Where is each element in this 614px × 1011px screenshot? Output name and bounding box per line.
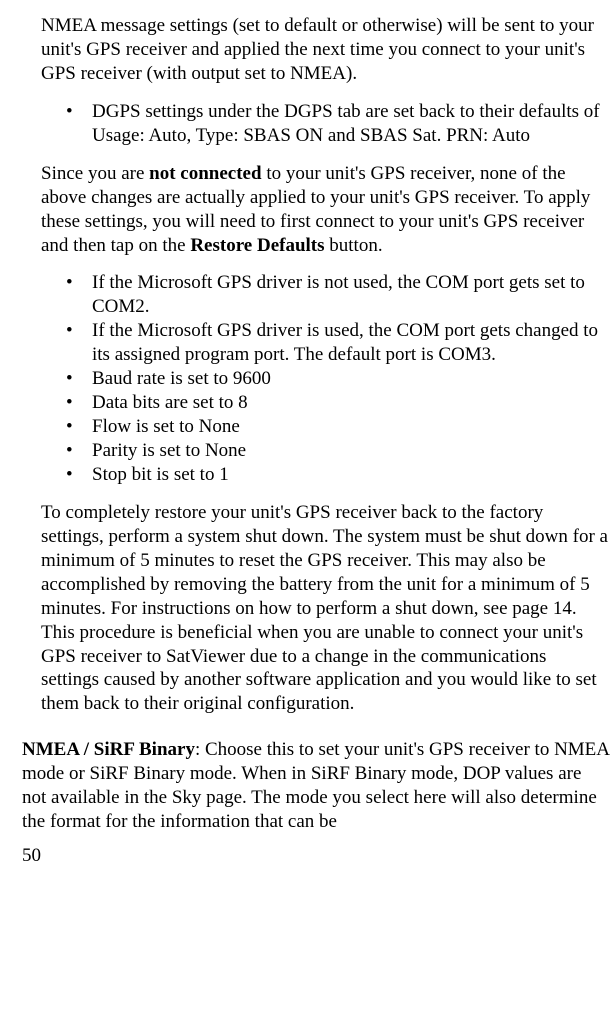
- list-item: Baud rate is set to 9600: [66, 367, 608, 391]
- list-item: Data bits are set to 8: [66, 391, 608, 415]
- paragraph-since: Since you are not connected to your unit…: [41, 162, 610, 258]
- bullet-list-1: DGPS settings under the DGPS tab are set…: [0, 100, 614, 148]
- bullet-list-2: If the Microsoft GPS driver is not used,…: [0, 271, 614, 486]
- list-item: If the Microsoft GPS driver is used, the…: [66, 319, 608, 367]
- list-item: Parity is set to None: [66, 439, 608, 463]
- paragraph-nmea: NMEA / SiRF Binary: Choose this to set y…: [22, 738, 610, 834]
- list-item: DGPS settings under the DGPS tab are set…: [66, 100, 608, 148]
- bold-restore-defaults: Restore Defaults: [190, 235, 324, 256]
- paragraph-top: NMEA message settings (set to default or…: [41, 14, 612, 86]
- bold-nmea-sirf: NMEA / SiRF Binary: [22, 739, 195, 760]
- list-item: Stop bit is set to 1: [66, 463, 608, 487]
- text-fragment: button.: [325, 235, 383, 256]
- bold-not-connected: not connected: [149, 163, 261, 184]
- page-number: 50: [22, 844, 614, 868]
- paragraph-restore: To completely restore your unit's GPS re…: [41, 501, 608, 716]
- list-item: If the Microsoft GPS driver is not used,…: [66, 271, 608, 319]
- text-fragment: Since you are: [41, 163, 149, 184]
- list-item: Flow is set to None: [66, 415, 608, 439]
